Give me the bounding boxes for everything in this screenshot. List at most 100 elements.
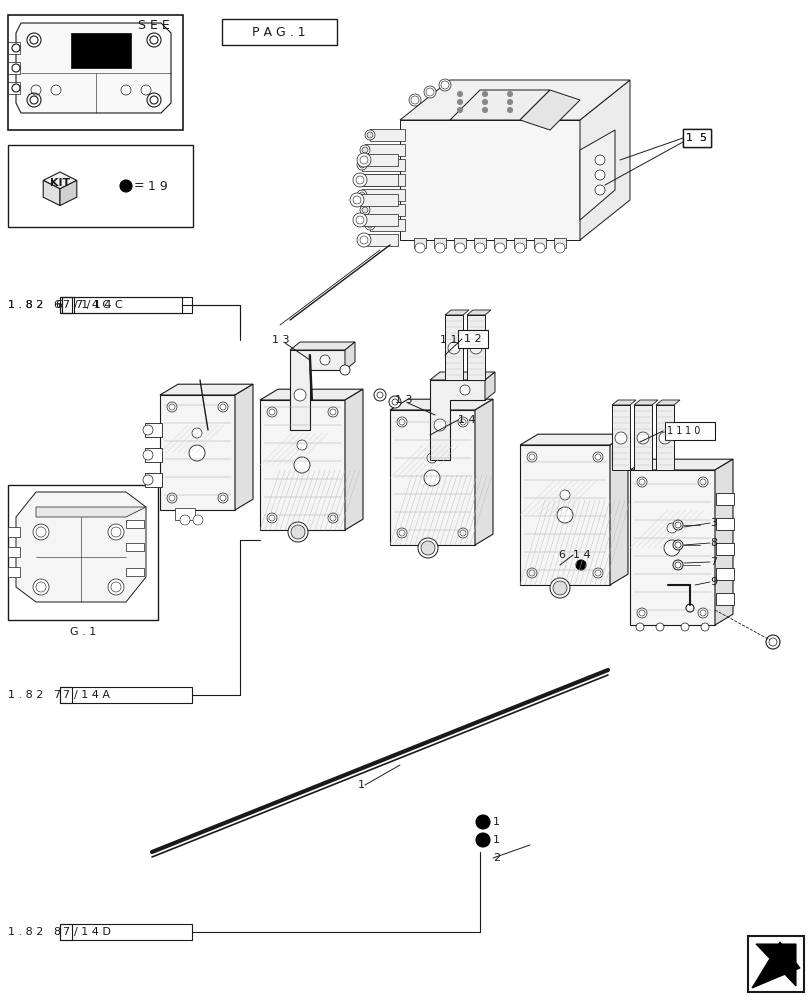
Bar [474, 238, 486, 248]
Bar [664, 422, 714, 440]
Text: 1  5: 1 5 [685, 133, 706, 143]
Polygon shape [519, 90, 579, 130]
Text: KIT: KIT [49, 178, 70, 188]
Circle shape [357, 190, 367, 200]
Polygon shape [449, 90, 549, 120]
Circle shape [376, 392, 383, 398]
Text: 1 3: 1 3 [272, 335, 290, 345]
Circle shape [659, 432, 670, 444]
Text: 7: 7 [62, 690, 70, 700]
Text: 8: 8 [709, 538, 716, 548]
Bar [682, 129, 710, 147]
Text: 7 / 1 4 C: 7 / 1 4 C [76, 300, 122, 310]
Circle shape [357, 177, 363, 183]
Text: 1 0: 1 0 [684, 426, 700, 436]
Circle shape [423, 470, 440, 486]
Polygon shape [16, 492, 146, 602]
Circle shape [288, 522, 307, 542]
Circle shape [217, 493, 228, 503]
Text: / 1 4 D: / 1 4 D [74, 927, 111, 937]
Polygon shape [290, 342, 354, 350]
Circle shape [143, 450, 152, 460]
Circle shape [457, 417, 467, 427]
Circle shape [552, 581, 566, 595]
Circle shape [297, 440, 307, 450]
Bar [359, 174, 405, 186]
Text: P A G . 1: P A G . 1 [252, 26, 306, 39]
Bar [126, 568, 144, 576]
Polygon shape [655, 400, 679, 405]
Circle shape [359, 205, 370, 215]
Circle shape [475, 833, 489, 847]
Circle shape [359, 145, 370, 155]
Circle shape [30, 96, 38, 104]
Circle shape [27, 93, 41, 107]
Circle shape [409, 94, 420, 106]
Bar [8, 145, 193, 227]
Circle shape [457, 92, 462, 97]
Circle shape [147, 33, 161, 47]
Polygon shape [60, 180, 77, 206]
Circle shape [423, 86, 436, 98]
Circle shape [575, 560, 586, 570]
Circle shape [433, 419, 445, 431]
Circle shape [267, 407, 277, 417]
Circle shape [357, 233, 371, 247]
Circle shape [439, 79, 450, 91]
Circle shape [143, 475, 152, 485]
Circle shape [507, 92, 512, 97]
Circle shape [514, 243, 525, 253]
Circle shape [120, 180, 132, 192]
Circle shape [470, 342, 482, 354]
Polygon shape [484, 372, 495, 400]
Circle shape [592, 452, 603, 462]
Circle shape [365, 220, 375, 230]
Bar [8, 82, 20, 94]
Circle shape [357, 160, 367, 170]
Circle shape [12, 84, 20, 92]
Circle shape [340, 365, 350, 375]
Polygon shape [359, 194, 397, 206]
Circle shape [418, 538, 437, 558]
Circle shape [362, 147, 367, 153]
Circle shape [594, 170, 604, 180]
Polygon shape [466, 310, 491, 315]
Circle shape [495, 243, 504, 253]
Bar [60, 297, 191, 313]
Text: / 1 4 C: / 1 4 C [74, 300, 110, 310]
Text: 1: 1 [492, 817, 500, 827]
Bar [370, 129, 405, 141]
Polygon shape [345, 389, 363, 530]
Polygon shape [367, 234, 397, 246]
Circle shape [367, 132, 372, 138]
Bar [747, 936, 803, 992]
Text: =: = [134, 180, 144, 193]
Circle shape [672, 560, 682, 570]
Circle shape [111, 527, 121, 537]
Text: 1 9: 1 9 [148, 180, 168, 193]
Circle shape [697, 608, 707, 618]
Circle shape [191, 428, 202, 438]
Polygon shape [609, 434, 627, 585]
Circle shape [457, 100, 462, 105]
Polygon shape [234, 384, 253, 510]
Circle shape [614, 432, 626, 444]
Circle shape [193, 515, 203, 525]
Polygon shape [714, 459, 732, 625]
Bar [365, 204, 405, 216]
Circle shape [365, 130, 375, 140]
Circle shape [655, 623, 663, 631]
Bar [715, 543, 733, 555]
Circle shape [147, 93, 161, 107]
Polygon shape [579, 80, 629, 240]
Bar [715, 518, 733, 530]
Circle shape [27, 33, 41, 47]
Text: S E E: S E E [138, 19, 169, 32]
Polygon shape [363, 174, 397, 186]
Text: 7: 7 [53, 690, 60, 700]
Text: 1 1: 1 1 [440, 335, 457, 345]
Polygon shape [755, 944, 795, 986]
Polygon shape [43, 172, 77, 189]
Circle shape [507, 108, 512, 113]
Polygon shape [655, 405, 673, 470]
